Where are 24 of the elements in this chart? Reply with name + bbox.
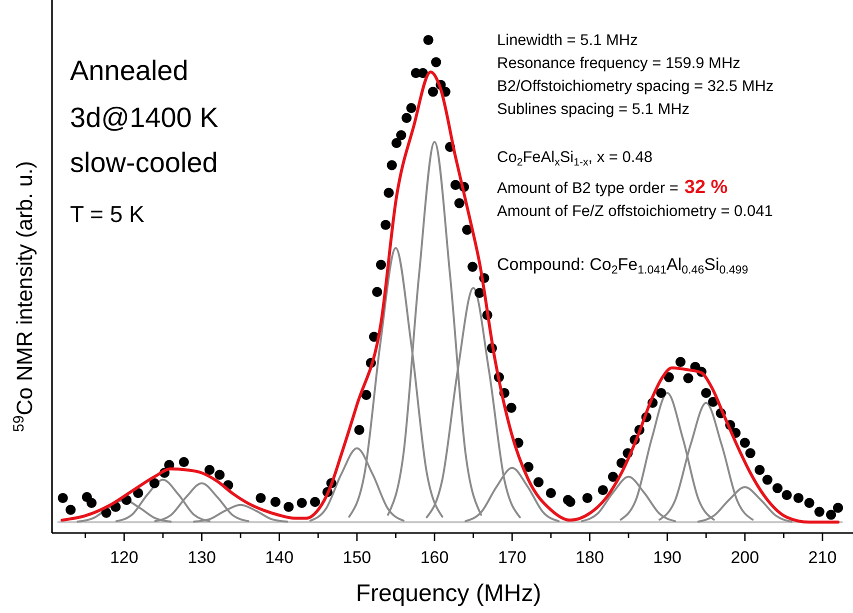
annotation: 3d@1400 K <box>70 102 219 133</box>
annotation: Amount of B2 type order = <box>497 180 678 197</box>
x-tick-label: 210 <box>808 548 837 567</box>
annotation: Compound: Co$_{2}$Fe$_{1.041}$Al$_{0.46}$Si$_{0.499}$ <box>497 255 748 277</box>
x-tick-label: 160 <box>420 548 449 567</box>
x-tick-label: 140 <box>265 548 294 567</box>
x-tick-label: 130 <box>188 548 216 567</box>
x-tick-label: 120 <box>110 548 138 567</box>
annotation: Amount of Fe/Z offstoichiometry = 0.041 <box>497 203 773 220</box>
x-tick-label: 190 <box>653 548 682 567</box>
annotation: Sublines spacing = 5.1 MHz <box>497 101 690 118</box>
annotation: Annealed <box>70 55 188 86</box>
annotation: Resonance frequency = 159.9 MHz <box>497 55 740 72</box>
x-tick-label: 170 <box>498 548 526 567</box>
x-axis-title: Frequency (MHz) <box>356 580 542 607</box>
x-tick-label: 150 <box>342 548 372 567</box>
x-tick-label: 200 <box>730 548 760 567</box>
annotation: Co$_{2}$FeAl$_{x}$Si$_{1-x}$, x = 0.48 <box>497 149 652 168</box>
annotation: B2/Offstoichiometry spacing = 32.5 MHz <box>497 78 774 95</box>
annotation: Linewidth = 5.1 MHz <box>497 32 638 49</box>
x-tick-label: 180 <box>576 548 604 567</box>
annotation: slow-cooled <box>70 147 218 178</box>
annotation: T = 5 K <box>70 201 146 227</box>
annotation: 32 % <box>684 177 728 198</box>
